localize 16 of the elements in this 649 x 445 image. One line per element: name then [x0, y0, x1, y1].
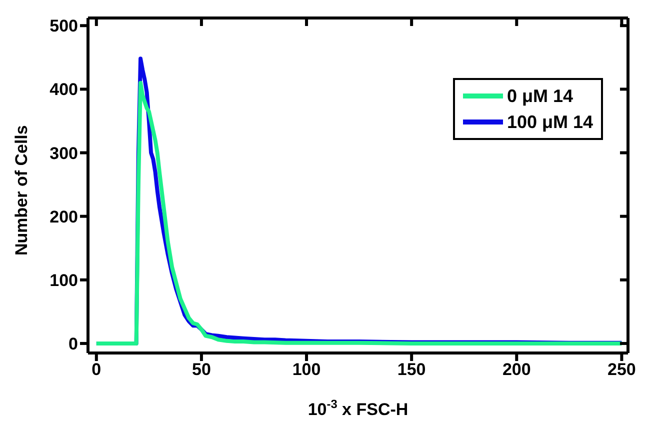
y-tick-label: 500 [50, 16, 78, 36]
y-tick-label: 100 [50, 270, 78, 290]
legend-label: 0 μM 14 [506, 85, 573, 108]
y-tick-label: 400 [50, 80, 78, 100]
y-axis-title: Number of Cells [12, 125, 32, 256]
y-tick-label: 0 [68, 334, 78, 354]
x-tick-label: 0 [92, 360, 102, 380]
x-tick-label: 100 [292, 360, 321, 380]
x-tick-label: 200 [502, 360, 531, 380]
x-axis-title: 10$^{-3}$ x FSC-H [308, 397, 408, 419]
x-tick-label: 50 [192, 360, 211, 380]
x-tick-label: 250 [608, 360, 636, 380]
y-tick-label: 200 [50, 207, 78, 226]
y-tick-label: 300 [50, 144, 78, 163]
legend-label: 100 μM 14 [506, 111, 593, 134]
x-tick-label: 150 [397, 360, 426, 380]
